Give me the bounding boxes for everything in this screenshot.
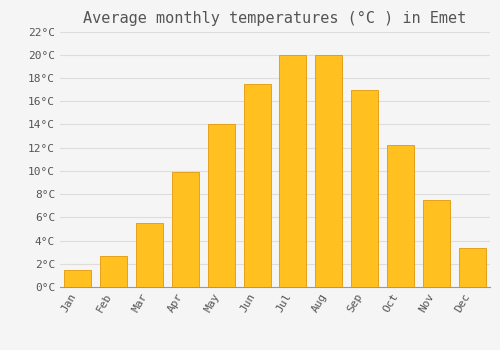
Bar <box>351 90 378 287</box>
Bar <box>136 223 163 287</box>
Bar <box>172 172 199 287</box>
Bar <box>423 200 450 287</box>
Bar <box>244 84 270 287</box>
Bar <box>316 55 342 287</box>
Bar <box>458 247 485 287</box>
Bar <box>100 256 127 287</box>
Bar <box>208 124 234 287</box>
Bar <box>280 55 306 287</box>
Bar <box>64 270 92 287</box>
Bar <box>387 145 414 287</box>
Title: Average monthly temperatures (°C ) in Emet: Average monthly temperatures (°C ) in Em… <box>84 11 466 26</box>
